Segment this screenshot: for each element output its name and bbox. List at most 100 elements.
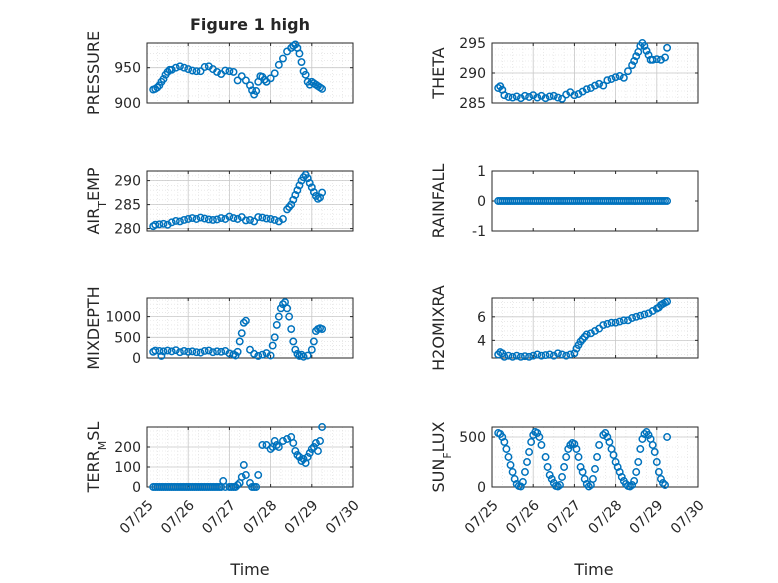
data-point [289, 337, 298, 346]
data-point [266, 215, 275, 223]
data-point [545, 92, 554, 101]
x-tick-label: 07/28 [241, 497, 281, 537]
data-point [553, 349, 562, 358]
data-point [603, 319, 612, 328]
data-point [188, 66, 197, 75]
data-point [285, 312, 294, 321]
x-tick-label: 07/27 [199, 497, 239, 537]
data-point [609, 451, 618, 459]
y-axis-label: H2OMIXRA [429, 285, 448, 371]
data-point [500, 352, 509, 361]
data-point [241, 216, 250, 225]
data-point [217, 214, 226, 222]
data-point [295, 453, 304, 461]
data-point [167, 218, 176, 227]
data-point [508, 352, 517, 361]
data-point [566, 441, 575, 449]
data-point [246, 345, 254, 354]
data-point [229, 214, 238, 222]
data-point [654, 468, 663, 476]
y-tick-label: 950 [114, 61, 141, 77]
data-point [241, 76, 250, 85]
data-point [241, 316, 250, 325]
data-point [196, 67, 205, 76]
data-point [636, 311, 645, 320]
data-point [516, 352, 525, 361]
data-point [159, 75, 168, 83]
y-tick-label: 0 [132, 351, 141, 367]
data-point [562, 351, 571, 360]
data-point [246, 479, 254, 487]
data-point [535, 433, 544, 441]
data-point [636, 445, 645, 453]
data-point [258, 213, 267, 222]
data-point [208, 348, 217, 357]
data-point [527, 438, 536, 446]
data-point [184, 347, 193, 356]
data-point [558, 473, 566, 481]
data-point [533, 93, 542, 102]
data-point [500, 438, 509, 446]
data-point [652, 55, 661, 64]
data-point [603, 76, 612, 85]
y-tick-label: 100 [114, 460, 141, 476]
data-point [291, 345, 300, 354]
data-point [588, 475, 597, 483]
data-point [595, 441, 604, 449]
data-point [572, 445, 581, 453]
data-point [303, 351, 312, 360]
panel-terr-msl-axes-box [146, 426, 354, 488]
data-point [233, 481, 242, 489]
data-point [254, 471, 263, 479]
data-point [560, 463, 569, 471]
data-point [208, 216, 217, 224]
data-point [541, 453, 550, 461]
data-point [309, 188, 318, 197]
y-tick-label: 295 [459, 36, 486, 52]
data-point [545, 350, 554, 359]
data-point [508, 468, 517, 476]
x-tick-label: 07/26 [503, 497, 543, 537]
data-point [270, 216, 279, 224]
y-axis-label: TERRMSL [84, 422, 109, 494]
data-point [516, 482, 525, 491]
data-point [512, 351, 521, 360]
x-tick-label: 07/30 [668, 497, 708, 537]
data-point [237, 329, 246, 338]
data-point [640, 310, 649, 319]
data-point [607, 75, 616, 83]
panel-mixdepth-axes-box [146, 297, 354, 359]
data-point [506, 461, 515, 469]
data-point [180, 216, 189, 224]
data-point [180, 347, 189, 355]
y-axis-label: RAINFALL [429, 164, 448, 239]
panel-pressure: 900 950 PRESSURE [84, 31, 354, 115]
y-tick-label: 285 [114, 198, 141, 214]
data-point [221, 66, 230, 75]
data-point [153, 83, 162, 92]
data-point [151, 346, 160, 355]
data-point [311, 439, 320, 447]
data-point [200, 347, 209, 355]
data-point [562, 453, 571, 461]
data-point [533, 350, 542, 359]
data-point [578, 468, 587, 476]
data-point [545, 471, 554, 479]
figure-title: Figure 1 high [190, 15, 310, 34]
data-point [582, 85, 591, 94]
data-point [305, 179, 314, 187]
data-point [632, 52, 641, 61]
data-point [523, 458, 531, 466]
data-point [593, 453, 602, 461]
data-point [297, 58, 306, 67]
data-point [293, 451, 302, 459]
right-xlabel: Time [573, 560, 613, 579]
data-point [661, 53, 669, 62]
data-point [541, 351, 550, 360]
data-point [196, 348, 205, 357]
data-point [494, 84, 503, 92]
data-point [648, 441, 657, 449]
data-point [630, 477, 639, 485]
data-point [159, 347, 168, 356]
data-point [553, 93, 562, 102]
